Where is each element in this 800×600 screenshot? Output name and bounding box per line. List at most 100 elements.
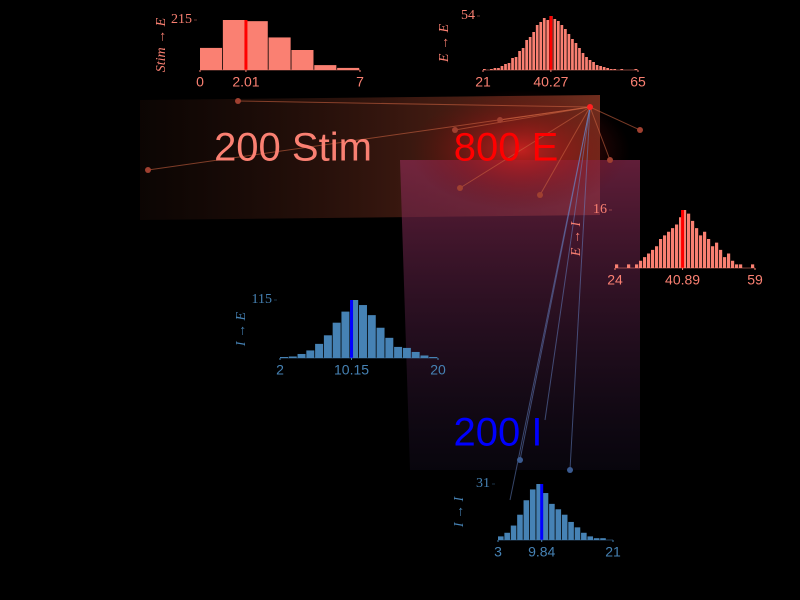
x-tick-label: 2 [276,362,284,378]
histogram-bar [711,246,715,268]
histogram-bar [578,48,581,70]
histogram-bar [751,264,755,268]
x-tick-label: 21 [475,74,491,90]
histogram-bar [671,228,675,268]
histogram-bar [651,249,655,268]
histogram-bar [615,264,619,268]
histogram-bar [200,47,223,70]
y-tick-label: 215 [171,12,192,27]
histogram-bar [585,57,588,70]
histogram-bar [420,355,429,358]
histogram-bar [588,60,592,70]
histogram-bar [350,300,359,358]
histogram-bar [683,210,687,268]
y-tick-label: 115 [252,292,272,307]
histogram-bar [595,65,599,70]
histogram-bar [699,235,703,268]
histogram-bar [521,48,525,70]
x-tick-label: 40.27 [533,74,568,90]
histogram-bar [517,514,523,540]
histogram-bar [602,67,606,70]
histogram-bar [553,19,557,70]
histogram-bar [539,22,543,70]
y-tick-label: 16 [593,202,607,217]
histogram-bar [268,37,291,70]
histogram-bar [620,69,624,70]
histogram-bar [529,489,536,540]
histogram-bar [385,337,394,358]
histogram-bar [525,40,528,70]
histogram-bar [634,69,638,70]
histogram-bar [245,21,268,71]
histogram-bar [291,50,314,70]
highlighted-edges [147,100,641,196]
histogram-bar [627,264,631,268]
histogram-bar [723,257,727,268]
y-axis-label: Stim → E [154,17,169,72]
histogram-bar [510,525,517,540]
x-tick-label: 10.15 [334,362,369,378]
histogram-bar [568,521,574,540]
x-tick-label: 40.89 [665,272,700,288]
nodes [145,98,643,473]
histogram-bar [687,213,691,268]
histogram-bar [297,353,306,358]
histogram-bar [341,311,350,358]
histogram-bar [528,37,532,70]
histogram-bar [564,29,567,70]
histogram-bar [739,264,743,268]
stim-population-label: 200 Stim [214,126,372,170]
histogram-bar [691,220,695,268]
histogram-bar [359,305,367,358]
histogram-bar [719,249,723,268]
histogram-bar [707,239,711,268]
histogram-bar [606,68,610,70]
histogram-bar [337,67,360,70]
histogram-bar [429,356,438,358]
histogram-bar [493,68,497,70]
histogram-bar [556,21,560,70]
e-i-connections [400,160,640,470]
histogram-bar [523,500,530,540]
histogram-bar [561,514,568,540]
histogram-bar [518,51,521,70]
x-tick-label: 7 [356,74,364,90]
histogram-bar [599,66,602,70]
histogram-bar [314,65,337,70]
histogram-bar [639,260,643,268]
histogram-bar [507,63,511,70]
histogram-bar [504,532,510,540]
histogram-bar [288,356,297,358]
e-population-label: 800 E [454,126,559,170]
x-tick-label: 0 [196,74,204,90]
histogram-bar [593,538,600,540]
histogram-bar [735,264,739,268]
x-tick-label: 65 [630,74,646,90]
histogram-bar [549,503,555,540]
histogram-bar [542,18,546,70]
histogram-bar [647,253,651,268]
histogram-bar [581,53,585,70]
i-population-label: 200 I [454,411,543,455]
histogram-bar [555,509,562,540]
y-axis-label: E → E [437,24,452,64]
histogram-bar [411,351,420,358]
histogram-bar [715,242,719,268]
histogram-bar [571,39,574,70]
histogram-bar [546,20,550,70]
histogram-bar [695,228,699,268]
histogram-bar [332,322,341,358]
histogram-bar [679,217,683,268]
histogram-bar [536,484,542,540]
y-axis-label: E → I [569,221,584,258]
y-tick-label: 31 [476,476,490,491]
histogram-bar [567,34,571,70]
histogram-bar [731,260,735,268]
histogram-bar [703,231,707,268]
histogram-bar [542,493,549,540]
x-tick-label: 20 [430,362,446,378]
x-tick-label: 3 [494,544,502,560]
histogram-bar [532,32,536,70]
histogram-bar [490,69,493,70]
